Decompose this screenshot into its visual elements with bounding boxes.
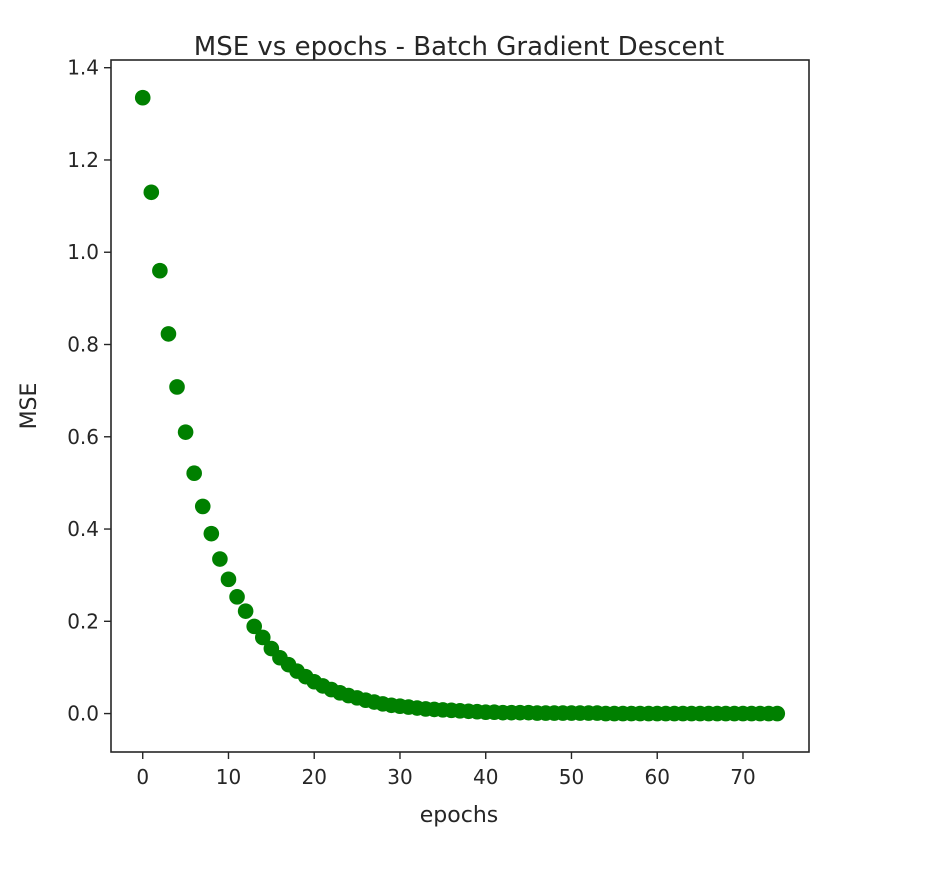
data-point [177,424,194,440]
y-tick-label: 0.4 [67,517,99,541]
data-point [237,603,254,619]
data-point [254,629,271,646]
x-tick-label: 20 [301,765,326,789]
data-point [160,326,177,342]
y-axis-label: MSE [17,383,42,430]
plot-area-frame [110,59,810,753]
data-point [152,262,168,279]
y-tick-label: 0.8 [67,333,99,357]
data-point [134,89,151,106]
y-tick-label: 0.0 [67,702,99,726]
data-point [220,571,237,588]
data-point [186,465,202,482]
data-points [134,89,786,722]
y-tick-label: 1.0 [67,240,99,264]
data-point [246,618,263,635]
y-tick-label: 0.6 [67,425,99,449]
y-tick-label: 0.2 [67,609,99,633]
y-tick-label: 1.2 [67,148,99,172]
x-axis: 0 10 20 30 40 50 60 70 [136,752,756,789]
data-point [212,551,228,567]
data-point [769,705,786,722]
x-tick-label: 10 [216,765,241,789]
x-tick-label: 0 [136,765,149,789]
chart-title: MSE vs epochs - Batch Gradient Descent [194,32,724,62]
x-tick-label: 40 [473,765,498,789]
x-tick-label: 30 [387,765,412,789]
x-tick-label: 50 [559,765,584,789]
data-point [143,184,160,201]
data-point [169,379,185,395]
y-tick-label: 1.4 [67,56,99,80]
data-point [194,498,211,515]
y-axis: 0.0 0.2 0.4 0.6 0.8 1.0 1.2 1.4 [67,56,111,726]
data-point [203,525,220,542]
data-point [229,589,245,605]
x-axis-label: epochs [420,803,498,828]
x-tick-label: 60 [644,765,669,789]
x-tick-label: 70 [730,765,755,789]
